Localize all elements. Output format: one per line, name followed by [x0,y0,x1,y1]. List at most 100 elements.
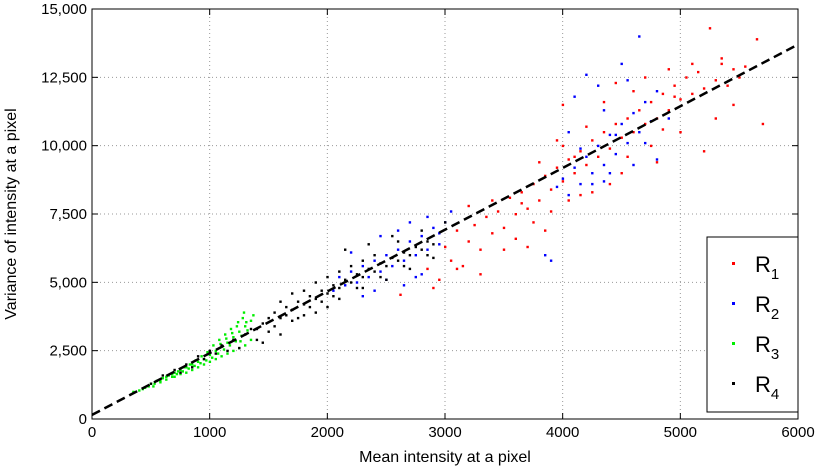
point-r1 [667,68,670,71]
point-r4 [161,374,164,377]
point-r4 [361,259,364,262]
point-r1 [614,81,617,85]
point-r2 [614,133,617,137]
point-r4 [261,341,264,344]
point-r1 [573,155,576,158]
point-r2 [667,117,670,120]
point-r2 [373,289,376,292]
point-r2 [367,275,370,279]
point-r4 [314,281,317,284]
point-r4 [149,382,153,385]
point-r2 [402,284,406,287]
point-r2 [585,73,588,76]
point-r3 [245,321,248,324]
point-r1 [467,240,470,243]
point-r2 [332,289,335,292]
point-r2 [626,79,629,82]
point-r1 [691,92,694,96]
point-r1 [479,273,482,276]
point-r2 [408,240,412,243]
point-r1 [673,95,676,98]
point-r3 [138,389,141,392]
point-r1 [602,100,606,104]
point-r1 [532,221,535,224]
point-r3 [196,366,200,369]
point-r4 [444,221,447,224]
point-r2 [591,172,594,175]
point-r1 [644,122,647,126]
point-r3 [228,344,232,347]
point-r2 [632,111,635,115]
y-tick-label: 7,500 [49,206,87,223]
point-r4 [385,264,388,268]
point-r4 [379,275,382,279]
point-r3 [179,368,182,372]
point-r3 [153,382,156,385]
point-r3 [206,351,209,354]
point-r4 [355,286,359,290]
point-r1 [720,62,723,66]
point-r1 [720,57,723,60]
point-r4 [320,300,323,303]
point-r4 [296,316,300,320]
legend-label-r4: R4 [755,372,779,403]
y-tick-label: 2,500 [49,343,87,360]
point-r1 [626,117,629,120]
point-r1 [455,267,459,271]
point-r4 [267,330,270,333]
x-tick-label: 5000 [664,424,697,441]
point-r2 [655,90,659,93]
point-r2 [426,215,429,219]
point-r3 [185,371,188,374]
point-r3 [224,333,227,336]
y-tick-label: 10,000 [41,138,87,155]
point-r4 [361,275,364,279]
point-r1 [726,84,729,87]
point-r2 [655,158,659,161]
point-r1 [685,76,688,79]
point-r3 [242,311,246,314]
legend-label-r2: R2 [755,292,779,323]
y-tick-label: 5,000 [49,274,87,291]
legend-marker-r3 [732,342,735,345]
point-r4 [426,240,429,243]
point-r3 [214,349,217,353]
point-r4 [267,316,270,320]
point-r3 [196,360,200,363]
point-r1 [444,245,447,249]
point-r1 [585,125,588,128]
point-r4 [338,297,341,301]
point-r4 [173,368,176,372]
point-r4 [320,289,323,292]
legend-marker-r4 [732,382,735,385]
point-r3 [176,370,180,373]
point-r1 [561,180,565,183]
point-r1 [549,188,553,191]
point-r4 [273,311,276,314]
x-tick-label: 6000 [781,424,814,441]
point-r2 [414,275,417,279]
point-r1 [479,248,482,251]
point-r2 [626,141,629,145]
point-r1 [520,202,523,205]
point-r1 [567,199,570,202]
point-r2 [402,259,406,262]
point-r1 [591,139,594,142]
point-r1 [508,196,512,199]
point-r4 [302,289,306,292]
point-r2 [414,254,417,257]
point-r2 [602,109,606,112]
point-r1 [708,27,712,30]
point-r3 [152,385,155,388]
point-r1 [449,259,453,262]
point-r4 [314,311,317,314]
point-r1 [526,245,529,249]
point-r3 [179,372,182,376]
point-r4 [344,278,347,281]
point-r4 [349,264,353,268]
point-r1 [732,68,735,71]
point-r4 [355,273,359,276]
point-r2 [396,248,400,251]
point-r4 [285,305,288,309]
point-r2 [602,163,606,167]
